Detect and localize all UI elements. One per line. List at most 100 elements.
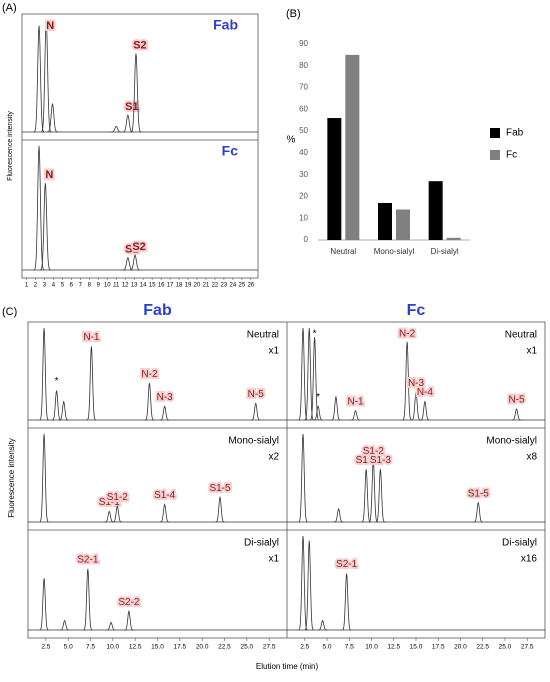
cell-scale: x16 (521, 554, 538, 565)
bar (327, 118, 342, 240)
peak (130, 53, 142, 133)
x-tick-label: 15.0 (410, 644, 423, 651)
peak-label: N-1 (83, 332, 100, 343)
peak-label: S1-5 (209, 483, 231, 494)
x-tick-label: 7.5 (345, 644, 354, 651)
cell-scale: x1 (268, 346, 279, 357)
peak (47, 102, 58, 133)
x-tick-label: 17.5 (432, 644, 445, 651)
cell-label: Di-sialyl (502, 538, 537, 549)
x-tick-label: 10.0 (107, 644, 120, 651)
x-tick-label: 18 (176, 283, 183, 289)
y-tick-label: 90 (299, 39, 308, 48)
y-tick-label: 0 (304, 235, 309, 244)
x-tick-label: 22.5 (218, 644, 231, 651)
peak (122, 114, 134, 133)
x-tick-label: 17.5 (173, 644, 186, 651)
x-tick-label: 20.0 (454, 644, 467, 651)
peak (473, 501, 483, 523)
y-tick-label: 30 (299, 170, 308, 179)
peak-label: * (316, 392, 320, 403)
peak (298, 535, 308, 631)
peak-label: N (46, 20, 54, 32)
peak (159, 405, 170, 421)
column-title: Fc (407, 302, 426, 319)
peak (39, 183, 51, 271)
x-tick-label: 11 (113, 283, 120, 289)
cell-label: Mono-sialyl (228, 436, 279, 447)
peak (309, 337, 320, 421)
peak-label: S2-2 (118, 597, 140, 608)
peak (313, 405, 323, 421)
x-tick-label: 6 (70, 283, 74, 289)
peak-label: N-4 (417, 387, 434, 398)
peak (124, 610, 134, 631)
cell-scale: x8 (526, 452, 537, 463)
y-tick-label: 10 (299, 213, 308, 222)
peak-label: S1-3 (370, 455, 392, 466)
peak (411, 390, 421, 421)
bar (446, 237, 461, 240)
peak (215, 495, 225, 523)
y-tick-label: 70 (299, 83, 308, 92)
x-tick-label: 12 (122, 283, 129, 289)
cell-label: Neutral (247, 330, 279, 341)
peak-label: S2 (133, 40, 146, 52)
cell-scale: x1 (526, 346, 537, 357)
x-tick-label: 1 (25, 283, 29, 289)
peak-label: N-3 (157, 392, 174, 403)
x-tick-label: 25.0 (240, 644, 253, 651)
x-tick-label: 7 (79, 283, 83, 289)
peak (375, 469, 386, 523)
cell-scale: x2 (268, 452, 279, 463)
x-tick-label: 12.5 (129, 644, 142, 651)
y-tick-label: 20 (299, 192, 308, 201)
x-tick-label: 26 (247, 283, 254, 289)
y-tick-label: 80 (299, 61, 308, 70)
x-tick-label: Mono-sialyl (374, 247, 415, 256)
x-tick-label: 4 (52, 283, 56, 289)
legend-label: Fab (506, 128, 524, 139)
peak-label: N-2 (141, 369, 158, 380)
cell-label: Di-sialyl (244, 538, 279, 549)
x-tick-label: 21 (203, 283, 210, 289)
column-title: Fab (143, 302, 172, 319)
peak-label: N-2 (399, 329, 416, 340)
peak (304, 327, 314, 421)
panel-label: (C) (2, 306, 17, 318)
legend-swatch (490, 150, 500, 160)
panel-frame (27, 321, 546, 639)
peak (106, 621, 116, 631)
x-tick-label: 19 (185, 283, 192, 289)
peak-label: * (313, 329, 317, 340)
x-tick-label: 3 (43, 283, 47, 289)
peak (350, 410, 361, 421)
cell-label: Neutral (505, 330, 537, 341)
row-title: Fc (222, 143, 239, 159)
y-tick-label: 50 (299, 126, 308, 135)
peak (368, 460, 378, 523)
peak (110, 125, 122, 133)
panel-label: (B) (286, 8, 301, 20)
peak (39, 433, 49, 523)
peak-label: S2 (132, 241, 145, 253)
y-tick-label: 40 (299, 148, 308, 157)
peak (59, 619, 70, 631)
peak-label: S1 (125, 244, 138, 256)
peak (298, 433, 308, 523)
peak (511, 408, 522, 421)
peak (317, 619, 328, 631)
peak (51, 390, 62, 421)
x-tick-label: 16 (158, 283, 165, 289)
x-tick-label: 2 (34, 283, 38, 289)
peak-label: N-5 (508, 395, 525, 406)
peak (40, 19, 52, 133)
y-axis-title: Fluorescence intensity (7, 111, 14, 181)
x-tick-label: 27.5 (263, 644, 276, 651)
x-tick-label: 27.5 (521, 644, 534, 651)
peak (39, 578, 49, 631)
x-tick-label: 5.0 (323, 644, 332, 651)
y-tick-label: 60 (299, 104, 308, 113)
peak (59, 400, 69, 421)
peak-label: S1-4 (154, 490, 176, 501)
